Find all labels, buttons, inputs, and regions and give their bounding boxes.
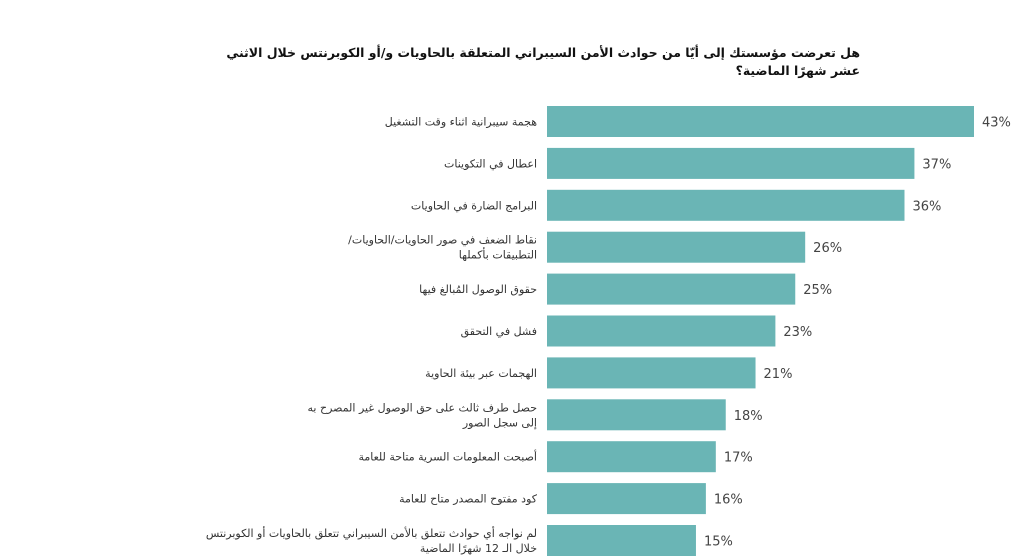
- value-label-9: 16%: [714, 493, 743, 508]
- bar-4: [547, 273, 796, 305]
- value-label-10: 15%: [704, 535, 733, 550]
- bar-9: [547, 483, 706, 515]
- value-label-5: 23%: [783, 325, 812, 340]
- category-label-0: هجمة سيبرانية اثناء وقت التشغيل: [385, 116, 537, 129]
- bar-10: [547, 525, 696, 556]
- category-label-7-line-0: حصل طرف ثالث على حق الوصول غير المصرح به: [308, 401, 537, 415]
- category-label-4: حقوق الوصول المُبالغ فيها: [419, 283, 537, 296]
- bar-2: [547, 189, 905, 221]
- bar-7: [547, 399, 726, 431]
- category-label-9: كود مفتوح المصدر متاح للعامة: [399, 493, 538, 506]
- bar-1: [547, 147, 915, 179]
- value-label-4: 25%: [803, 283, 832, 298]
- value-label-1: 37%: [922, 157, 951, 172]
- category-label-10-line-1: خلال الـ 12 شهرًا الماضية: [420, 542, 537, 555]
- category-label-5: فشل في التحقق: [461, 325, 537, 339]
- value-label-3: 26%: [813, 241, 842, 256]
- category-label-3-line-1: التطبيقات بأكملها: [459, 247, 537, 262]
- value-label-7: 18%: [734, 409, 763, 424]
- value-label-2: 36%: [912, 199, 941, 214]
- category-label-1: اعطال في التكوينات: [444, 157, 537, 170]
- category-label-3-line-0: نقاط الضعف في صور الحاويات/الحاويات/: [348, 234, 537, 247]
- bar-5: [547, 315, 776, 347]
- category-label-6: الهجمات عبر بيئة الحاوية: [425, 367, 537, 380]
- category-label-7-line-1: إلى سجل الصور: [462, 416, 537, 429]
- value-label-6: 21%: [764, 367, 793, 382]
- chart-title: هل تعرضت مؤسستك إلى أيّا من حوادث الأمن …: [180, 44, 860, 80]
- chart-title-line-2: عشر شهرًا الماضية؟: [735, 63, 860, 78]
- bar-3: [547, 231, 806, 263]
- category-label-10-line-0: لم نواجه أي حوادث تتعلق بالأمن السيبراني…: [206, 526, 537, 541]
- category-label-8: أصبحت المعلومات السرية متاحة للعامة: [358, 450, 537, 464]
- bar-0: [547, 106, 974, 137]
- chart-title-line-1: هل تعرضت مؤسستك إلى أيّا من حوادث الأمن …: [226, 45, 860, 60]
- bar-8: [547, 441, 716, 473]
- category-label-2: البرامج الضارة في الحاويات: [411, 199, 537, 212]
- bar-6: [547, 357, 756, 389]
- value-label-0: 43%: [982, 116, 1011, 131]
- value-label-8: 17%: [724, 451, 753, 466]
